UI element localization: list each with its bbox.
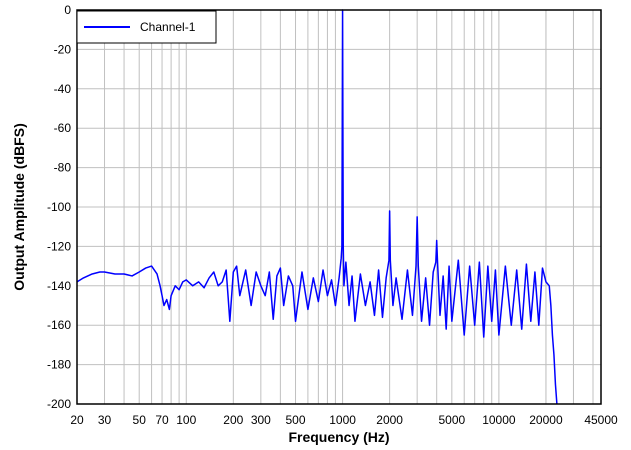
y-tick-label: -180 [47, 358, 71, 372]
x-tick-label: 20 [70, 413, 84, 427]
y-tick-label: 0 [64, 3, 71, 17]
x-axis-ticks: 20 30 50 70 100 200 300 500 1000 2000 5000 10000 200… [70, 413, 618, 427]
x-tick-label: 50 [133, 413, 147, 427]
y-tick-label: -160 [47, 318, 71, 332]
x-tick-label: 200 [223, 413, 243, 427]
y-axis-label: Output Amplitude (dBFS) [11, 123, 27, 290]
x-tick-label: 100 [176, 413, 196, 427]
y-tick-label: -40 [54, 82, 72, 96]
x-tick-label: 300 [251, 413, 271, 427]
x-tick-label: 70 [155, 413, 169, 427]
x-axis-label: Frequency (Hz) [288, 429, 389, 445]
grid [76, 9, 601, 405]
plot-area [76, 9, 558, 405]
y-tick-label: -140 [47, 279, 71, 293]
x-tick-label: 10000 [482, 413, 516, 427]
x-tick-label: 30 [98, 413, 112, 427]
y-tick-label: -80 [54, 161, 72, 175]
y-tick-label: -100 [47, 200, 71, 214]
x-tick-label: 45000 [584, 413, 618, 427]
x-tick-label: 5000 [438, 413, 465, 427]
series-line-channel-1 [76, 9, 558, 405]
legend-label-channel-1: Channel-1 [140, 20, 196, 34]
x-tick-label: 20000 [529, 413, 563, 427]
y-tick-label: -120 [47, 239, 71, 253]
y-tick-label: -20 [54, 42, 72, 56]
legend: Channel-1 [76, 10, 217, 44]
plot-frame [76, 9, 602, 405]
y-axis-ticks: 0 -20 -40 -60 -80 -100 -120 -140 -160 -180 -200 [47, 3, 71, 411]
x-tick-label: 1000 [329, 413, 356, 427]
y-tick-label: -200 [47, 397, 71, 411]
x-tick-label: 2000 [376, 413, 403, 427]
x-tick-label: 500 [286, 413, 306, 427]
y-tick-label: -60 [54, 121, 72, 135]
